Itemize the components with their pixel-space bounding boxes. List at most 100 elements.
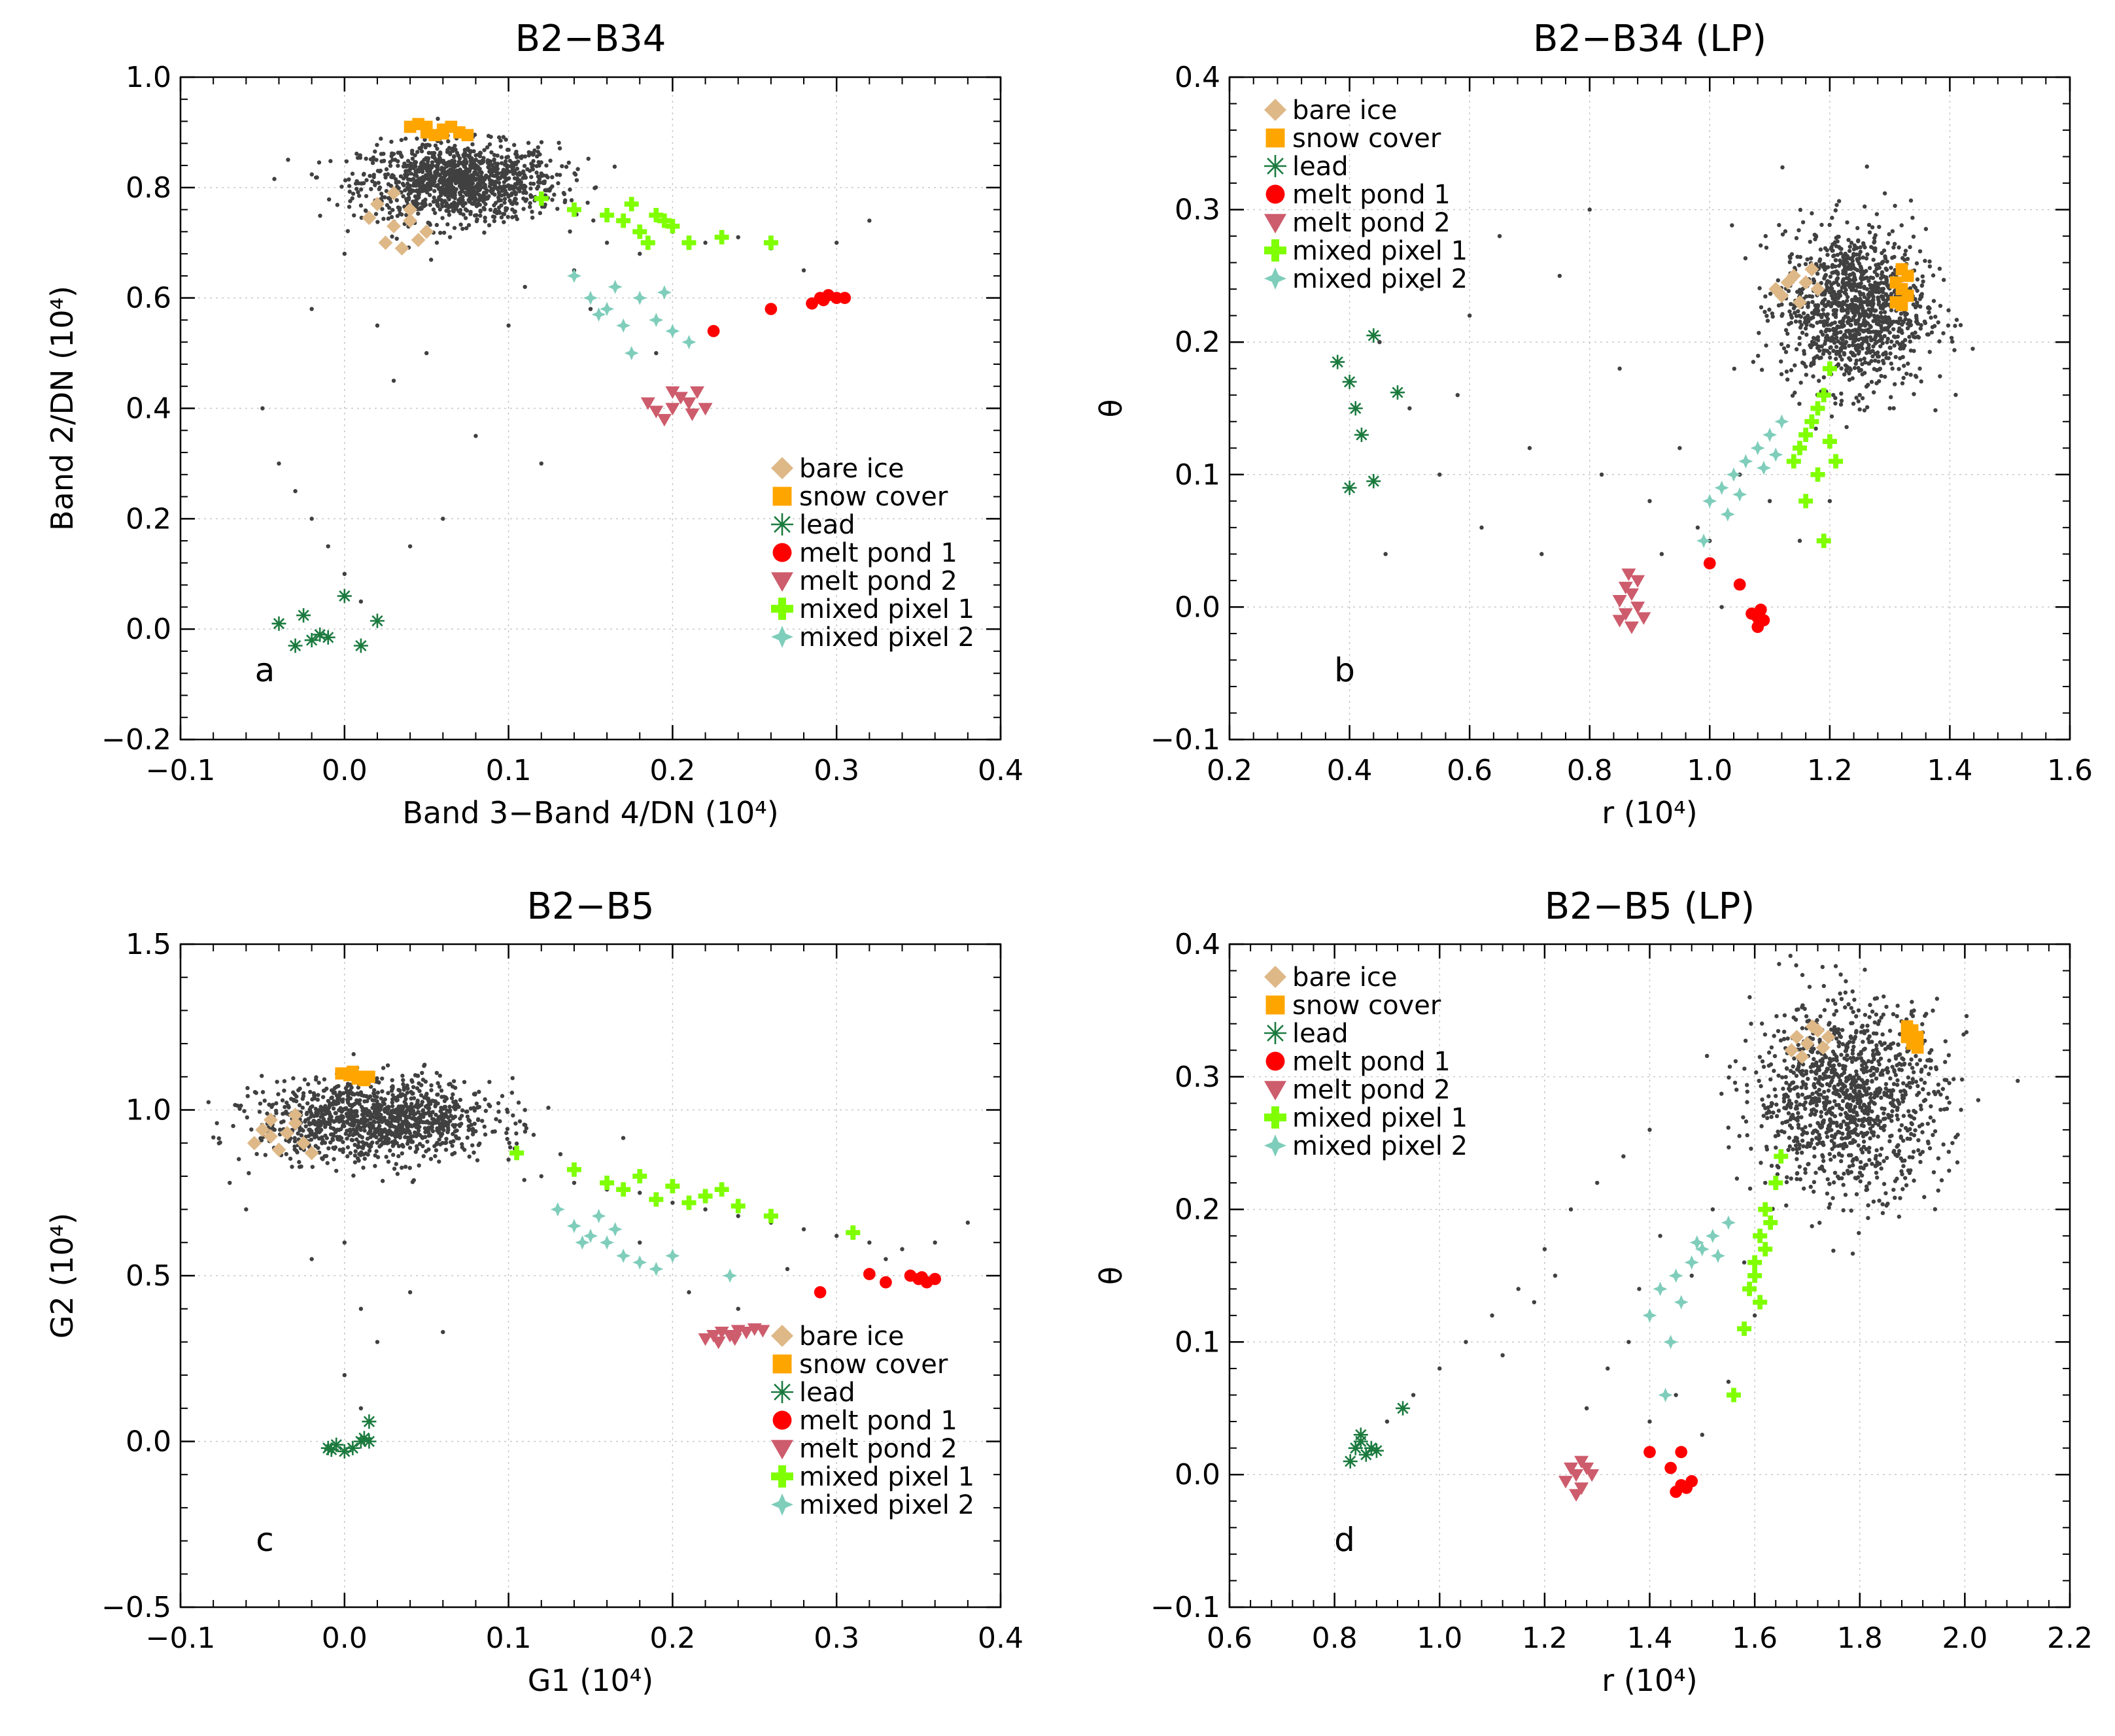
data-point	[339, 1114, 344, 1118]
data-point	[511, 143, 517, 147]
data-point	[1825, 312, 1830, 316]
data-point	[438, 180, 443, 185]
data-point	[409, 1106, 414, 1110]
data-point	[435, 202, 439, 207]
data-point	[638, 251, 642, 256]
data-point	[447, 1110, 452, 1114]
y-tick-label: −0.5	[101, 1591, 171, 1624]
data-point	[405, 158, 411, 163]
data-point	[328, 1125, 334, 1130]
data-point	[1929, 1066, 1933, 1070]
data-point	[443, 1140, 449, 1145]
data-point	[1817, 259, 1822, 264]
data-point	[373, 180, 377, 186]
data-point	[1889, 308, 1894, 313]
data-point	[1800, 972, 1805, 978]
data-point	[294, 1148, 299, 1153]
data-point	[405, 1086, 410, 1091]
data-point	[1776, 278, 1780, 282]
data-point	[1885, 259, 1889, 264]
data-point	[350, 1121, 354, 1126]
data-point	[490, 169, 495, 174]
data-point	[1730, 223, 1734, 228]
data-point	[478, 213, 483, 218]
data-point	[337, 1134, 342, 1140]
data-point	[1908, 339, 1912, 344]
data-point	[379, 1096, 384, 1101]
data-point	[455, 1128, 459, 1133]
data-point	[369, 187, 373, 192]
data-point	[472, 1150, 476, 1155]
data-point	[309, 1132, 314, 1137]
data-point	[392, 1138, 398, 1144]
point-melt-pond-1	[880, 1276, 892, 1289]
data-point	[1871, 298, 1876, 303]
y-tick-label: 1.0	[126, 61, 171, 94]
data-point	[429, 1083, 434, 1088]
data-point	[1800, 330, 1805, 335]
data-point	[1767, 307, 1772, 312]
point-mixed-pixel-1	[665, 218, 680, 233]
data-point	[401, 1078, 405, 1083]
data-point	[1825, 1177, 1830, 1182]
data-point	[1897, 326, 1902, 331]
data-point	[379, 192, 384, 196]
data-point	[1756, 353, 1761, 358]
data-point	[1866, 361, 1872, 366]
data-point	[1793, 1017, 1798, 1022]
data-point	[1825, 279, 1830, 284]
data-point	[1788, 953, 1793, 959]
data-point	[290, 1165, 294, 1169]
data-point	[451, 1100, 456, 1104]
data-point	[545, 188, 549, 193]
data-point	[453, 1114, 458, 1119]
data-point	[1764, 245, 1769, 250]
data-point	[397, 208, 402, 213]
point-bare-ice	[387, 218, 402, 233]
data-point	[1774, 1145, 1778, 1150]
data-point	[492, 203, 496, 208]
data-point	[483, 219, 487, 224]
data-point	[1859, 1025, 1865, 1029]
data-point	[400, 1074, 405, 1078]
data-point	[411, 1091, 415, 1096]
point-mixed-pixel-1	[681, 235, 696, 250]
point-mixed-pixel-2	[624, 346, 639, 361]
data-point	[437, 1159, 441, 1164]
data-point	[1900, 381, 1905, 386]
legend-marker-snow-cover	[772, 1354, 792, 1374]
data-point	[483, 186, 488, 190]
data-point	[1901, 375, 1906, 381]
data-point	[1801, 311, 1806, 316]
data-point	[1836, 245, 1842, 250]
data-point	[1809, 1108, 1814, 1113]
data-point	[496, 1100, 501, 1106]
legend-item-bare-ice: bare ice	[771, 454, 904, 484]
data-point	[1798, 381, 1803, 385]
data-point	[489, 173, 493, 177]
data-point	[376, 1120, 381, 1125]
data-point	[309, 1257, 314, 1261]
data-point	[396, 1125, 400, 1130]
point-snow-cover	[1895, 299, 1908, 311]
data-point	[1858, 1160, 1863, 1165]
data-point	[1946, 1149, 1952, 1154]
data-point	[1874, 263, 1878, 267]
data-point	[447, 213, 452, 217]
point-melt-pond-1	[1703, 557, 1716, 570]
data-point	[566, 160, 571, 165]
data-point	[1787, 1144, 1793, 1149]
data-point	[1799, 290, 1804, 296]
data-point	[487, 1102, 491, 1107]
data-point	[1812, 359, 1816, 364]
data-point	[1888, 345, 1893, 350]
data-point	[530, 209, 534, 214]
data-point	[1887, 1058, 1891, 1063]
data-point	[1816, 379, 1821, 383]
point-lead	[313, 627, 328, 642]
data-point	[1951, 1077, 1956, 1081]
data-point	[453, 169, 458, 174]
data-point	[410, 1140, 415, 1144]
data-point	[431, 1120, 436, 1125]
data-point	[1873, 246, 1878, 251]
